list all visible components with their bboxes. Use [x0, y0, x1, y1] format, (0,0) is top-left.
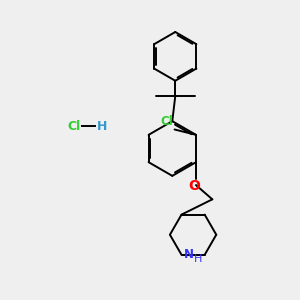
- Text: O: O: [188, 179, 200, 193]
- Text: H: H: [97, 120, 107, 133]
- Text: Cl: Cl: [67, 120, 80, 133]
- Text: H: H: [194, 254, 202, 264]
- Text: Cl: Cl: [160, 115, 173, 128]
- Text: N: N: [184, 248, 194, 261]
